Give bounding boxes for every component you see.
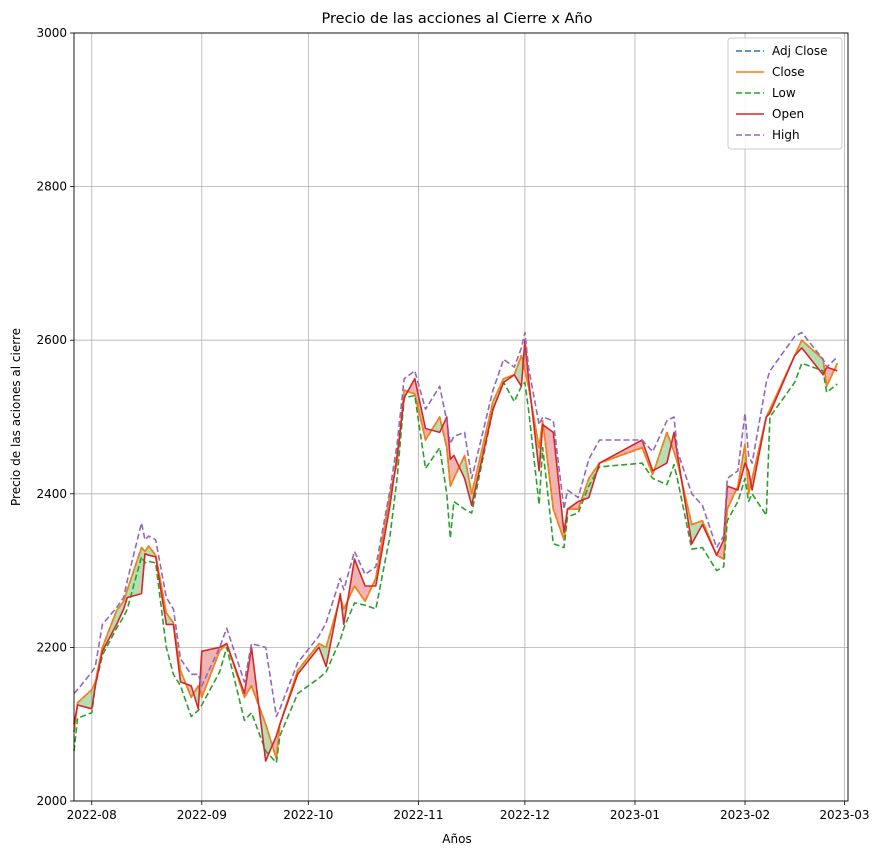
x-axis-label: Años [442, 832, 471, 846]
legend-label: Open [772, 107, 804, 121]
series-line-open [73, 339, 838, 762]
y-tick-label: 2600 [36, 333, 67, 347]
y-tick-label: 2200 [36, 640, 67, 654]
fill-segment [450, 455, 454, 487]
x-tick-label: 2022-08 [67, 808, 117, 822]
fill-segment [459, 455, 465, 479]
legend-label: Low [772, 86, 796, 100]
fill-segment [116, 601, 124, 625]
y-tick-label: 3000 [36, 26, 67, 40]
y-tick-label: 2000 [36, 794, 67, 808]
x-tick-label: 2022-09 [177, 808, 227, 822]
series-line-low [73, 362, 838, 764]
x-tick-label: 2023-03 [819, 808, 869, 822]
legend-label: Adj Close [772, 44, 827, 58]
legend-label: Close [772, 65, 805, 79]
x-tick-label: 2022-12 [500, 808, 550, 822]
fill-segment [77, 689, 92, 709]
x-tick-label: 2022-11 [393, 808, 443, 822]
y-tick-label: 2800 [36, 180, 67, 194]
legend: Adj Close Close Low Open High [727, 37, 843, 150]
series-line-high [73, 331, 838, 718]
fill-segment [514, 355, 522, 387]
legend-box [727, 37, 843, 150]
chart-title: Precio de las acciones al Cierre x Año [322, 11, 593, 27]
x-tick-label: 2023-01 [610, 808, 660, 822]
plot-frame [73, 32, 849, 802]
x-tick-label: 2022-10 [283, 808, 333, 822]
fill-segment [453, 455, 460, 479]
series-lines [73, 331, 839, 764]
axes: 2000 2200 2400 2600 2800 3000 2022-08 2022-09 20… [36, 26, 869, 822]
fill-segment [801, 340, 824, 375]
x-tick-label: 2023-02 [720, 808, 770, 822]
y-axis-label: Precio de las aciones al cierre [9, 328, 23, 506]
y-tick-label: 2400 [36, 487, 67, 501]
fill-segment [354, 559, 366, 602]
legend-label: High [772, 128, 800, 142]
